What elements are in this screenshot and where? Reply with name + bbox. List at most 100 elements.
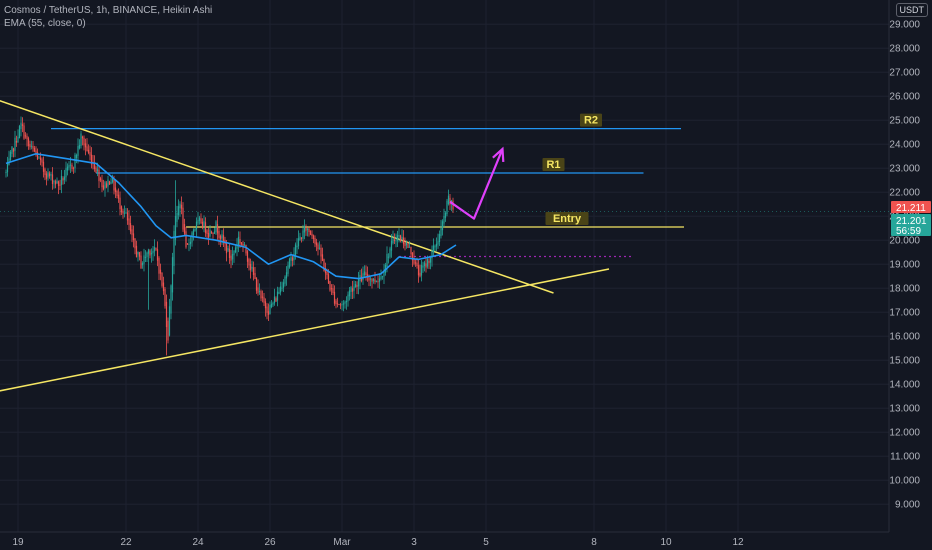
candle-body [63,176,66,180]
candle-body [267,311,270,315]
price-tick-label: 9.000 [895,500,920,511]
candle-body [171,257,174,293]
candle-body [291,257,294,261]
candle-body [29,144,31,148]
candle-body [102,185,105,190]
candle-body [59,184,61,186]
candle-body [218,231,220,238]
candle-body [339,304,342,306]
candle-body [237,236,240,246]
candle-body [273,296,276,304]
candle-body [402,237,405,245]
candle-body [57,181,60,186]
candle-body [195,221,198,230]
candle-body [81,136,84,139]
candle-body [72,167,75,169]
candle-body [315,242,318,246]
candle-body [140,255,142,269]
candle-body [401,236,403,240]
candle-body [213,231,216,234]
candle-body [222,235,225,242]
candle-body [422,265,424,268]
candle-body [6,162,9,173]
candle-body [116,190,118,196]
candle-body [200,218,202,224]
candle-body [78,145,81,149]
candle-body [404,242,406,247]
candle-body [365,272,367,276]
price-tick-label: 14.000 [889,380,920,391]
candle-body [351,288,354,292]
candle-body [167,320,169,341]
candle-body [56,180,58,184]
candle-body [5,171,7,173]
candle-body [53,181,55,183]
candle-body [446,200,448,215]
price-tick-label: 26.000 [889,92,920,103]
candle-body [399,235,402,242]
candle-body [39,157,42,161]
candle-body [198,217,201,221]
time-axis[interactable]: 19 22 24 26 Mar 3 5 8 10 12 [0,531,932,550]
trendline-ascending [0,268,610,392]
price-axis[interactable]: 9.000 10.000 11.000 12.000 13.000 14.000 15.00… [888,0,932,550]
candle-body [348,290,351,297]
candle-body [161,272,163,286]
candle-body [375,281,378,283]
candle-body [329,281,331,291]
candle-body [17,136,19,143]
candle-body [234,247,237,253]
candle-body [374,279,376,283]
currency-button[interactable]: USDT [895,3,928,17]
candle-body [165,301,168,328]
time-tick-label: 22 [120,537,132,548]
candle-body [357,279,360,287]
indicator-label[interactable]: EMA (55, close, 0) [4,18,86,29]
candle-body [245,244,247,254]
candle-body [30,145,33,147]
candle-body [207,233,210,238]
candle-body [60,175,63,185]
candle-body [419,272,421,277]
candle-body [50,174,52,176]
candle-body [212,232,214,235]
price-tick-label: 28.000 [889,44,920,55]
candle-body [123,212,126,214]
candle-body [197,219,199,224]
candle-body [74,154,76,169]
candle-body [69,164,72,166]
candle-body [164,289,166,307]
candle-body [383,271,385,277]
close-price-tag: 21.201 [896,216,927,227]
candle-body [432,245,435,253]
last-price-tag: 21.211 [896,203,926,214]
candle-body [288,258,291,268]
ema-layer [5,153,457,280]
candle-body [23,125,25,139]
candle-body [428,260,430,264]
projection-arrow [449,148,504,220]
candle-body [230,255,232,261]
candle-body [104,181,106,189]
candle-body [318,247,321,249]
candle-body [269,304,271,314]
price-tick-label: 17.000 [889,308,920,319]
candle-body [105,183,108,188]
time-tick-label: 10 [660,537,672,548]
price-tick-label: 20.000 [889,236,920,247]
time-tick-label: Mar [333,537,351,548]
candle-body [324,267,327,274]
price-tick-label: 23.000 [889,164,920,175]
candle-body [414,262,417,264]
candle-body [87,149,90,153]
candle-body [306,228,309,231]
candle-body [438,234,441,243]
candle-body [270,303,273,308]
candle-body [278,291,280,294]
candle-body [437,241,439,245]
candle-body [443,215,445,224]
candle-body [132,233,135,241]
candle-body [429,256,432,263]
